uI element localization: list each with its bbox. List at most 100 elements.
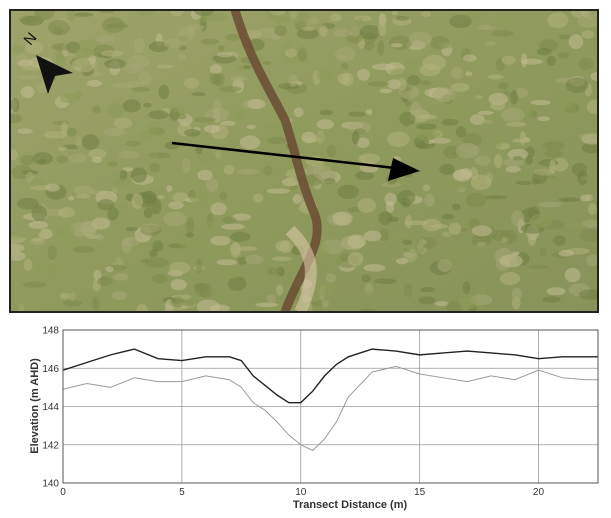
grass-clump (450, 82, 470, 92)
grass-clump (349, 26, 360, 37)
grass-clump (105, 266, 114, 273)
grass-clump (131, 167, 147, 183)
grass-clump (497, 82, 509, 90)
grass-clump (472, 225, 492, 237)
grass-clump (55, 53, 66, 68)
grass-clump (244, 30, 262, 39)
grass-clump (62, 299, 82, 307)
grass-clump (237, 256, 248, 265)
grass-clump (184, 128, 201, 137)
grass-clump (203, 124, 221, 133)
grass-clump (552, 235, 566, 246)
grass-clump (206, 177, 219, 193)
grass-clump (208, 245, 231, 258)
grass-clump (151, 274, 168, 284)
grass-clump (223, 164, 235, 175)
grass-clump (316, 129, 325, 145)
grass-clump (396, 257, 409, 265)
grass-clump (424, 193, 435, 207)
grass-clump (361, 274, 371, 283)
grass-clump (217, 44, 225, 52)
grass-clump (327, 263, 336, 271)
grass-clump (197, 152, 216, 163)
grass-clump (86, 79, 102, 87)
grass-clump (25, 41, 44, 54)
grass-clump (252, 193, 264, 203)
grass-clump (439, 163, 455, 175)
grass-clump (538, 159, 559, 167)
grass-clump (97, 199, 115, 211)
grass-clump (288, 254, 299, 260)
grass-clump (334, 47, 356, 62)
grass-clump (266, 294, 276, 304)
grass-clump (499, 271, 521, 286)
grass-clump (384, 287, 393, 300)
grass-clump (462, 54, 477, 62)
grass-clump (402, 239, 413, 245)
grass-clump (28, 220, 49, 230)
grass-clump (477, 119, 493, 124)
grass-clump (228, 137, 241, 149)
grass-clump (73, 12, 94, 17)
grass-clump (127, 54, 150, 69)
grass-clump (134, 37, 145, 54)
grass-clump (316, 68, 333, 82)
grass-clump (530, 99, 552, 106)
grass-clump (490, 101, 505, 111)
grass-clump (347, 234, 367, 249)
y-tick-label: 148 (42, 326, 59, 337)
grass-clump (10, 149, 19, 161)
grass-clump (271, 256, 292, 261)
grass-clump (218, 268, 241, 279)
grass-clump (281, 177, 300, 187)
grass-clump (363, 263, 386, 272)
grass-clump (501, 107, 525, 123)
grass-clump (359, 290, 379, 297)
grass-clump (220, 120, 236, 126)
grass-clump (103, 127, 126, 137)
grass-clump (546, 287, 566, 296)
grass-clump (549, 159, 556, 174)
grass-clump (465, 71, 473, 77)
grass-clump (407, 75, 421, 86)
grass-clump (107, 102, 125, 118)
grass-clump (239, 135, 261, 150)
grass-clump (525, 154, 533, 165)
grass-clump (206, 295, 228, 301)
grass-clump (373, 278, 397, 285)
grass-clump (136, 303, 148, 312)
grass-clump (45, 304, 52, 312)
grass-clump (319, 109, 333, 116)
grass-clump (558, 34, 571, 40)
grass-clump (422, 184, 430, 192)
grass-clump (437, 259, 453, 272)
grass-clump (571, 162, 587, 177)
grass-clump (17, 128, 33, 135)
grass-clump (405, 101, 412, 108)
grass-clump (29, 185, 52, 191)
grass-clump (48, 19, 70, 36)
grass-clump (178, 234, 201, 250)
grass-clump (73, 91, 83, 98)
grass-clump (568, 34, 584, 50)
grass-clump (17, 197, 40, 210)
grass-clump (141, 190, 157, 204)
grass-clump (332, 211, 353, 226)
grass-clump (293, 107, 304, 118)
grass-clump (409, 101, 422, 117)
grass-clump (313, 164, 331, 180)
grass-clump (32, 152, 53, 165)
grass-clump (377, 22, 387, 37)
grass-clump (200, 220, 219, 232)
grass-clump (73, 185, 94, 195)
grass-clump (590, 71, 598, 82)
grass-clump (399, 111, 416, 126)
grass-clump (465, 192, 487, 208)
grass-clump (558, 104, 577, 115)
grass-clump (229, 242, 241, 258)
grass-clump (10, 251, 26, 261)
grass-clump (543, 149, 563, 158)
grass-clump (91, 234, 101, 240)
grass-clump (404, 246, 425, 254)
